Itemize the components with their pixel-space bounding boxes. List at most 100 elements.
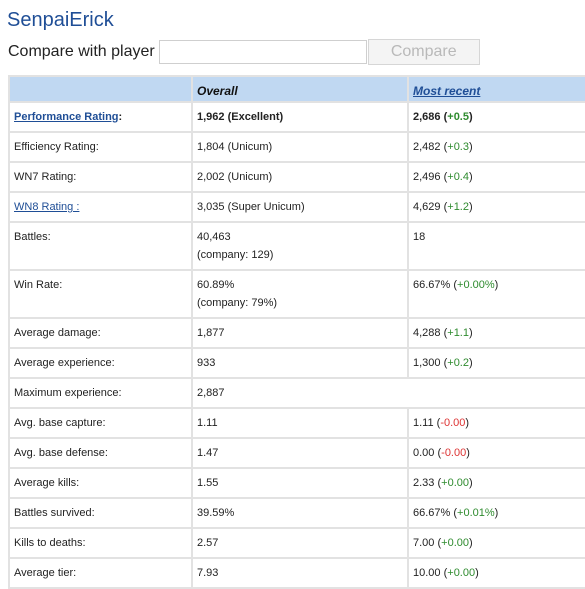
stat-overall-cell: 2.57 — [191, 527, 409, 559]
stat-label-cell: Maximum experience: — [8, 377, 193, 409]
delta-open-paren: ( — [434, 477, 442, 489]
delta-open-paren: ( — [434, 537, 442, 549]
stat-recent-value: 2.33 — [413, 477, 435, 489]
stat-recent-cell: 7.00 (+0.00) — [407, 527, 585, 559]
stat-recent-cell: 4,288 (+1.1) — [407, 317, 585, 349]
stat-overall-value: 7.93 — [197, 567, 219, 579]
delta-close-paren: ) — [468, 171, 473, 183]
stat-label-link[interactable]: Performance Rating — [14, 111, 119, 123]
compare-label: Compare with player — [8, 43, 155, 60]
delta-open-paren: ( — [450, 507, 458, 519]
stat-overall-cell: 3,035 (Super Unicum) — [191, 191, 409, 223]
stat-recent-cell: 1,300 (+0.2) — [407, 347, 585, 379]
stat-recent-value: 66.67% — [413, 279, 451, 291]
delta-close-paren: ) — [468, 111, 473, 123]
table-row: Battles: 40,463 (company: 129) 18 — [8, 221, 585, 271]
delta-open-paren: ( — [433, 417, 441, 429]
stat-label: Efficiency Rating: — [14, 141, 99, 153]
stat-recent-cell: 66.67% (+0.00%) — [407, 269, 585, 319]
delta-close-paren: ) — [475, 567, 479, 579]
stat-overall-value: 1.47 — [197, 447, 219, 459]
stat-label: Avg. base capture: — [14, 417, 106, 429]
stat-label-cell: Performance Rating: — [8, 101, 193, 133]
stat-label-cell: Battles survived: — [8, 497, 193, 529]
header-most-recent: Most recent — [407, 75, 585, 103]
delta-close-paren: ) — [469, 537, 473, 549]
stat-label: Battles survived: — [14, 507, 95, 519]
stat-recent-delta: +0.00% — [457, 279, 495, 291]
table-row: Avg. base capture: 1.11 1.11 (-0.00) — [8, 407, 585, 439]
compare-player-input[interactable] — [158, 40, 367, 64]
header-overall: Overall — [191, 75, 409, 103]
delta-close-paren: ) — [465, 417, 470, 429]
stat-recent-value: 2,496 — [413, 171, 441, 183]
delta-open-paren: ( — [450, 279, 458, 291]
stat-recent-delta: -0.00 — [441, 447, 467, 459]
table-row: Average kills: 1.55 2.33 (+0.00) — [8, 467, 585, 499]
stat-label-cell: WN8 Rating : — [8, 191, 193, 223]
stat-label: WN7 Rating: — [14, 171, 77, 183]
stat-overall-value: 1.11 — [197, 417, 218, 429]
table-row: WN7 Rating: 2,002 (Unicum) 2,496 (+0.4) — [8, 161, 585, 193]
stat-recent-delta: +0.01% — [457, 507, 495, 519]
table-row: Avg. base defense: 1.47 0.00 (-0.00) — [8, 437, 585, 469]
delta-open-paren: ( — [440, 141, 448, 153]
delta-open-paren: ( — [440, 171, 448, 183]
table-row: Performance Rating: 1,962 (Excellent) 2,68… — [8, 101, 585, 133]
table-row: Average tier: 7.93 10.00 (+0.00) — [8, 557, 585, 589]
stat-label-cell: WN7 Rating: — [8, 161, 193, 193]
stat-label-cell: Battles: — [8, 221, 193, 271]
stat-recent-cell — [408, 377, 585, 409]
table-row: Kills to deaths: 2.57 7.00 (+0.00) — [8, 527, 585, 559]
stat-overall-value: 40,463 — [197, 231, 231, 243]
table-header-row: Overall Most recent — [8, 75, 585, 103]
stat-recent-cell: 18 — [407, 221, 585, 271]
stat-overall-value: 3,035 (Super Unicum) — [197, 201, 305, 213]
stat-overall-cell: 1,877 — [191, 317, 409, 349]
stat-recent-cell: 0.00 (-0.00) — [407, 437, 585, 469]
stat-overall-cell: 2,887 — [191, 377, 408, 409]
delta-close-paren: ) — [494, 507, 499, 519]
stat-label-cell: Average kills: — [8, 467, 193, 499]
stat-label: Win Rate: — [14, 279, 63, 291]
stat-overall-value: 60.89% — [197, 279, 235, 291]
stat-recent-delta: +0.2 — [447, 357, 469, 369]
stat-label: Average damage: — [14, 327, 101, 339]
stat-overall-cell: 2,002 (Unicum) — [191, 161, 409, 193]
stat-label-cell: Average experience: — [8, 347, 193, 379]
stat-recent-delta: +0.00 — [441, 477, 469, 489]
delta-close-paren: ) — [468, 357, 473, 369]
stat-recent-cell: 10.00 (+0.00) — [407, 557, 585, 589]
stat-label-cell: Avg. base capture: — [8, 407, 193, 439]
stat-label: Maximum experience: — [14, 387, 122, 399]
stat-recent-cell: 1.11 (-0.00) — [407, 407, 585, 439]
stat-label-cell: Efficiency Rating: — [8, 131, 193, 163]
stat-recent-cell: 2,686 (+0.5) — [407, 101, 585, 133]
stat-overall-cell: 7.93 — [191, 557, 409, 589]
delta-open-paren: ( — [440, 111, 448, 123]
stat-overall-cell: 60.89% (company: 79%) — [191, 269, 409, 319]
stat-overall-cell: 933 — [191, 347, 409, 379]
stat-label: Kills to deaths: — [14, 537, 86, 549]
delta-close-paren: ) — [469, 477, 473, 489]
table-row: Efficiency Rating: 1,804 (Unicum) 2,482 (+… — [8, 131, 585, 163]
stat-overall-value: 2,002 (Unicum) — [197, 171, 273, 183]
stat-label-cell: Win Rate: — [8, 269, 193, 319]
delta-close-paren: ) — [468, 141, 473, 153]
stat-overall-cell: 1.47 — [191, 437, 409, 469]
stat-overall-value: 2,887 — [197, 387, 225, 399]
delta-close-paren: ) — [468, 327, 473, 339]
stat-recent-cell: 66.67% (+0.01%) — [407, 497, 585, 529]
stat-recent-value: 1,300 — [413, 357, 441, 369]
player-name: SenpaiErick — [7, 9, 114, 31]
compare-button[interactable]: Compare — [367, 39, 480, 65]
stat-overall-cell: 1,804 (Unicum) — [191, 131, 409, 163]
stat-label-suffix: : — [118, 111, 123, 123]
stat-overall-cell: 1.55 — [191, 467, 409, 499]
stat-recent-cell: 2,482 (+0.3) — [407, 131, 585, 163]
stat-recent-delta: +0.00 — [441, 537, 469, 549]
most-recent-link[interactable]: Most recent — [413, 84, 481, 98]
stat-recent-value: 7.00 — [413, 537, 435, 549]
stat-label-link[interactable]: WN8 Rating : — [14, 201, 80, 213]
stat-overall-value: 1,962 (Excellent) — [197, 111, 284, 123]
